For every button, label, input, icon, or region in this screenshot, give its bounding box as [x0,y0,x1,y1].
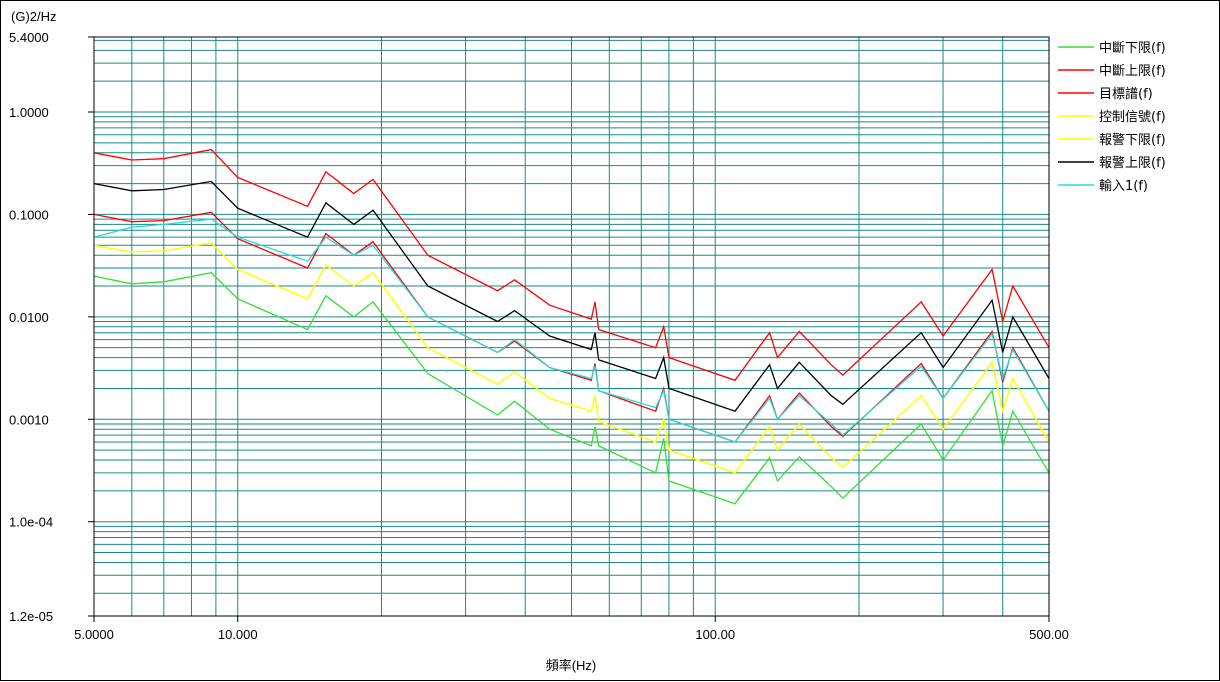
legend-label: 報警上限(f) [1099,155,1166,171]
legend-label: 控制信號(f) [1099,110,1166,125]
series-line-7 [93,218,1050,443]
x-tick-label: 5.0000 [74,627,114,642]
legend-label: 目標譜(f) [1099,87,1153,102]
y-tick-label: 0.0100 [9,310,49,325]
series-line-5 [93,242,1050,474]
legend-label: 報警下限(f) [1099,132,1166,148]
y-tick-label: 1.0000 [9,105,49,120]
grid [94,37,1049,616]
x-tick-label: 500.00 [1029,627,1069,642]
series-layer [93,148,1050,505]
y-tick-label: 1.0e-04 [9,515,53,530]
legend-label: 中斷下限(f) [1099,41,1166,56]
series-line-6 [93,180,1050,412]
plot-border [93,36,1050,617]
x-axis-label: 頻率(Hz) [546,658,597,673]
y-axis-label: (G)2/Hz [11,9,57,24]
series-line-1 [93,271,1050,505]
legend-label: 中斷上限(f) [1099,64,1166,79]
series-line-2 [93,148,1050,382]
x-tick-label: 10.000 [218,627,258,642]
x-tick-label: 100.00 [695,627,735,642]
y-tick-label: 0.0010 [9,412,49,427]
y-tick-label: 5.4000 [9,30,49,45]
legend: 中斷下限(f) 中斷上限(f) 目標譜(f) 控制信號(f) 報警下限(f) 報警上限(f… [1058,41,1166,194]
y-tick-labels: 5.4000 1.0000 0.1000 0.0100 0.0010 1.0e-04 1.2… [9,30,94,624]
legend-label: 輸入1(f) [1099,179,1148,194]
y-tick-label: 0.1000 [9,207,49,222]
x-tick-labels: 5.0000 10.000 100.00 500.00 [74,616,1069,642]
y-tick-label: 1.2e-05 [9,609,53,624]
